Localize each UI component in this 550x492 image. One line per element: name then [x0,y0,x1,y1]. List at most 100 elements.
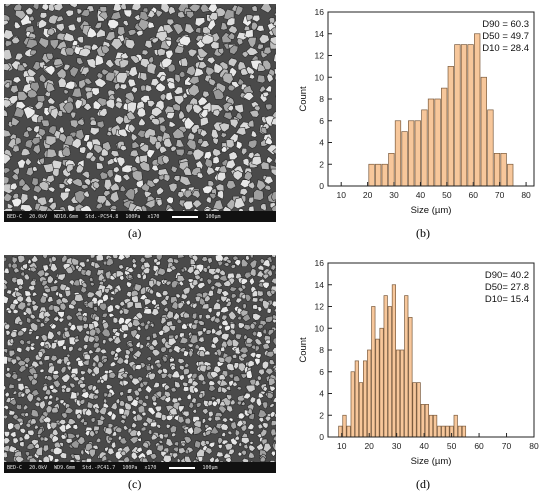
y-tick-label: 10 [315,323,325,333]
statistic-annotation: D10 = 28.4 [482,43,529,54]
sem-field: BED-C [7,465,22,471]
sem-field: WD9.6mm [54,465,75,471]
sem-field: WD10.6mm [54,214,78,220]
y-tick-label: 14 [315,280,325,290]
sem-field: 20.0kV [29,214,47,220]
x-tick-label: 70 [495,190,505,200]
sem-field: Std.-PC41.7 [82,465,115,471]
histogram-bar [343,415,346,437]
histogram-bar [405,296,408,437]
histogram-bar [501,153,507,186]
histogram-bar [417,383,420,437]
x-tick-label: 80 [521,190,531,200]
histogram-bar [446,426,449,437]
sem-info-bar: BED-C 20.0kV WD9.6mm Std.-PC41.7 100Pa x… [4,462,276,473]
histogram-bar [408,121,414,186]
histogram-bar [388,307,391,438]
histogram-bar [372,307,375,438]
sem-field: x170 [147,214,159,220]
x-tick-label: 40 [419,441,429,451]
histogram-bar [375,164,381,186]
y-tick-label: 8 [319,345,324,355]
x-axis-label: Size (µm) [411,205,452,216]
histogram-bar [468,45,474,186]
x-tick-label: 20 [363,190,373,200]
y-tick-label: 0 [319,432,324,442]
y-tick-label: 12 [315,51,325,61]
histogram-bar [359,383,362,437]
x-axis-label: Size (µm) [411,456,452,467]
histogram-bar [435,99,441,186]
statistic-annotation: D90 = 60.3 [482,19,529,30]
histogram-bar [438,426,441,437]
statistic-annotation: D90= 40.2 [485,270,529,281]
histogram-bar [395,121,401,186]
histogram-bar [442,426,445,437]
x-tick-label: 30 [389,190,399,200]
scale-label: 100µm [205,214,220,220]
histogram-bar [355,361,358,437]
y-tick-label: 2 [319,410,324,420]
x-tick-label: 30 [392,441,402,451]
histogram-bar [347,426,350,437]
sem-info-bar: BED-C 20.0kV WD10.6mm Std.-PC54.8 100Pa … [4,211,276,222]
x-tick-label: 60 [469,190,479,200]
y-axis-label: Count [298,337,309,363]
histogram-bar [454,415,457,437]
histogram-bar [448,66,454,186]
x-tick-label: 70 [502,441,512,451]
histogram-bar [428,99,434,186]
sem-field: 20.0kV [29,465,47,471]
histogram-bar [382,164,388,186]
x-tick-label: 20 [364,441,374,451]
histogram-bar [415,121,421,186]
histogram-bar [376,339,379,437]
y-tick-label: 16 [315,7,325,17]
histogram-bar [507,164,513,186]
statistic-annotation: D10= 15.4 [485,294,529,305]
y-tick-label: 6 [319,367,324,377]
histogram-bar [458,426,461,437]
x-tick-label: 50 [442,190,452,200]
statistic-annotation: D50 = 49.7 [482,31,529,42]
histogram-bar [441,88,447,186]
histogram-bar [462,426,465,437]
histogram-bar [409,317,412,437]
histogram-bar [389,153,395,186]
sem-micrograph-a: BED-C 20.0kV WD10.6mm Std.-PC54.8 100Pa … [4,4,276,222]
histogram-bar [400,350,403,437]
sem-micrograph-c: BED-C 20.0kV WD9.6mm Std.-PC41.7 100Pa x… [4,255,276,473]
y-tick-label: 14 [315,29,325,39]
histogram-bar [380,328,383,437]
sem-field: 100Pa [122,465,137,471]
x-tick-label: 80 [529,441,539,451]
y-tick-label: 2 [319,159,324,169]
x-tick-label: 10 [336,190,346,200]
x-tick-label: 40 [416,190,426,200]
histogram-bar [402,132,408,186]
histogram-bar [421,404,424,437]
histogram-bar [351,372,354,437]
histogram-bar [392,285,395,437]
caption-a: (a) [128,226,141,241]
y-tick-label: 8 [319,94,324,104]
histogram-bar [488,110,494,186]
y-tick-label: 6 [319,116,324,126]
histogram-bar [429,415,432,437]
histogram-bar [494,153,500,186]
y-tick-label: 4 [319,138,324,148]
y-axis-label: Count [298,86,309,112]
particle-texture [4,255,276,462]
histogram-bar [396,350,399,437]
y-tick-label: 0 [319,181,324,191]
histogram-bar [367,350,370,437]
histogram-bar [481,77,487,186]
histogram-bar [384,296,387,437]
particle-texture [4,4,276,211]
caption-b: (b) [416,226,430,241]
sem-field: 100Pa [125,214,140,220]
